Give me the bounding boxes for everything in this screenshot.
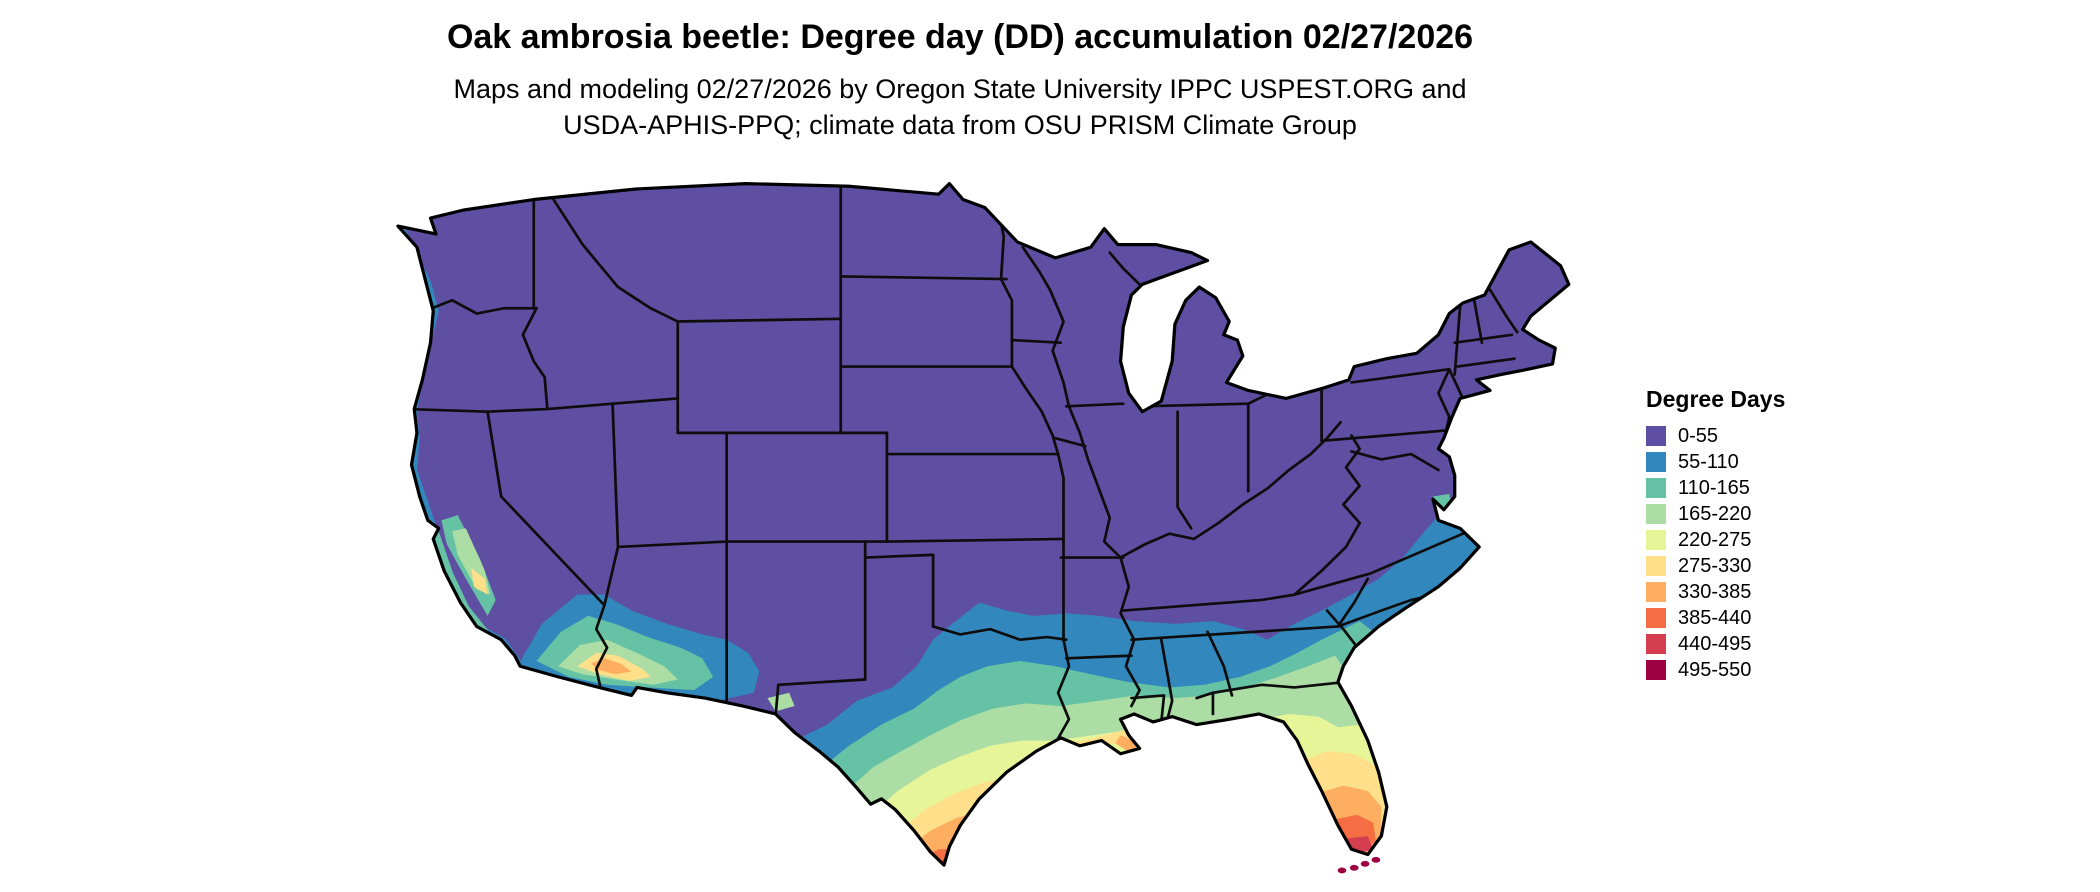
state-border-line: [423, 298, 538, 315]
legend-title: Degree Days: [1646, 386, 1786, 412]
map-subtitle: Maps and modeling 02/27/2026 by Oregon S…: [0, 71, 1920, 143]
state-border-line: [1293, 521, 1361, 596]
state-border-line: [616, 537, 1065, 549]
florida-keys: [1337, 856, 1381, 874]
state-border-line: [999, 277, 1014, 368]
state-border-line: [1140, 391, 1272, 408]
band-region-385-440-texas-tip: [914, 849, 961, 866]
state-border-line: [1010, 365, 1060, 456]
state-border-line: [1472, 296, 1484, 345]
state-border-line: [1488, 288, 1519, 334]
legend-swatch: [1646, 556, 1666, 576]
florida-key-dot: [1337, 867, 1347, 874]
state-border-line: [1010, 338, 1063, 345]
state-border-line: [1054, 436, 1087, 448]
legend-swatch: [1646, 582, 1666, 602]
state-border-line: [931, 625, 1068, 642]
state-border-line: [863, 553, 935, 559]
band-region-440-495-texas-tip: [924, 859, 953, 866]
state-border-line: [1176, 410, 1193, 530]
state-border-line: [676, 317, 843, 323]
legend-row: 110-165: [1646, 475, 1785, 501]
state-border-line: [603, 545, 620, 607]
legend-label: 110-165: [1678, 476, 1750, 499]
band-fringe-california-coast: [432, 530, 489, 636]
legend-row: 220-275: [1646, 527, 1785, 553]
state-border-line: [1453, 304, 1462, 376]
map-title: Oak ambrosia beetle: Degree day (DD) acc…: [446, 18, 1474, 56]
map-container: [311, 173, 1615, 889]
state-border-line: [1048, 288, 1141, 708]
florida-key-dot: [1349, 864, 1359, 871]
state-border-line: [1453, 333, 1514, 345]
legend-label: 0-55: [1678, 424, 1719, 447]
state-borders: [404, 184, 1519, 745]
state-border-line: [1130, 625, 1340, 642]
state-border-line: [1056, 452, 1065, 543]
state-border-line: [1130, 694, 1166, 724]
header: Oak ambrosia beetle: Degree day (DD) acc…: [0, 18, 1920, 143]
band-region-275-330-central-valley: [471, 568, 488, 595]
subtitle-line-1: Maps and modeling 02/27/2026 by Oregon S…: [453, 74, 1467, 104]
state-border-line: [774, 678, 867, 718]
legend-label: 55-110: [1678, 450, 1739, 473]
state-border-line: [1108, 251, 1141, 286]
state-border-line: [1159, 638, 1174, 724]
state-border-line: [839, 275, 1008, 281]
state-border-line: [1350, 450, 1440, 472]
legend-swatch: [1646, 452, 1666, 472]
legend-entries: 0-55 55-110 110-165 165-220 220-275 275-330 33…: [1646, 423, 1785, 683]
legend-row: 330-385: [1646, 579, 1785, 605]
florida-key-dot: [1371, 856, 1381, 863]
legend-swatch: [1646, 504, 1666, 524]
us-degree-day-map: [396, 182, 1571, 874]
state-border-line: [1119, 420, 1342, 559]
legend-label: 440-495: [1678, 632, 1752, 655]
state-border-line: [1341, 434, 1361, 525]
legend-row: 440-495: [1646, 631, 1785, 657]
state-border-line: [548, 192, 680, 323]
us-outline: [396, 182, 1571, 867]
florida-key-dot: [1360, 860, 1370, 867]
legend-swatch: [1646, 426, 1666, 446]
legend: Degree Days 0-55 55-110 110-165 165-220 220-…: [1646, 386, 1785, 683]
state-border-line: [1325, 609, 1361, 652]
state-border-line: [1206, 630, 1234, 697]
state-border-line: [1195, 680, 1345, 700]
legend-row: 385-440: [1646, 605, 1785, 631]
state-border-line: [1456, 357, 1516, 368]
state-border-line: [1021, 245, 1052, 292]
state-border-line: [404, 397, 680, 413]
subtitle-line-2: USDA-APHIS-PPQ; climate data from OSU PR…: [563, 110, 1357, 140]
band-region-165-220-el-paso: [767, 692, 795, 712]
legend-swatch: [1646, 634, 1666, 654]
map-fill-layers: [397, 183, 1569, 866]
legend-swatch: [1646, 478, 1666, 498]
state-border-line: [594, 603, 609, 695]
legend-swatch: [1646, 660, 1666, 680]
legend-row: 165-220: [1646, 501, 1785, 527]
legend-row: 275-330: [1646, 553, 1785, 579]
state-border-line: [1336, 577, 1370, 628]
state-border-line: [1320, 428, 1451, 443]
legend-row: 55-110: [1646, 449, 1785, 475]
state-border-line: [1064, 402, 1125, 408]
legend-label: 330-385: [1678, 580, 1752, 603]
legend-row: 0-55: [1646, 423, 1785, 449]
legend-swatch: [1646, 608, 1666, 628]
state-border-line: [611, 402, 620, 549]
state-border-line: [486, 410, 606, 607]
band-region-330-385-socal: [490, 642, 504, 659]
legend-row: 495-550: [1646, 657, 1785, 683]
legend-label: 220-275: [1678, 528, 1752, 551]
legend-label: 385-440: [1678, 606, 1752, 629]
legend-label: 165-220: [1678, 502, 1752, 525]
legend-label: 495-550: [1678, 658, 1752, 681]
legend-label: 275-330: [1678, 554, 1752, 577]
legend-swatch: [1646, 530, 1666, 550]
state-border-line: [521, 306, 549, 411]
state-border-line: [1064, 654, 1133, 660]
